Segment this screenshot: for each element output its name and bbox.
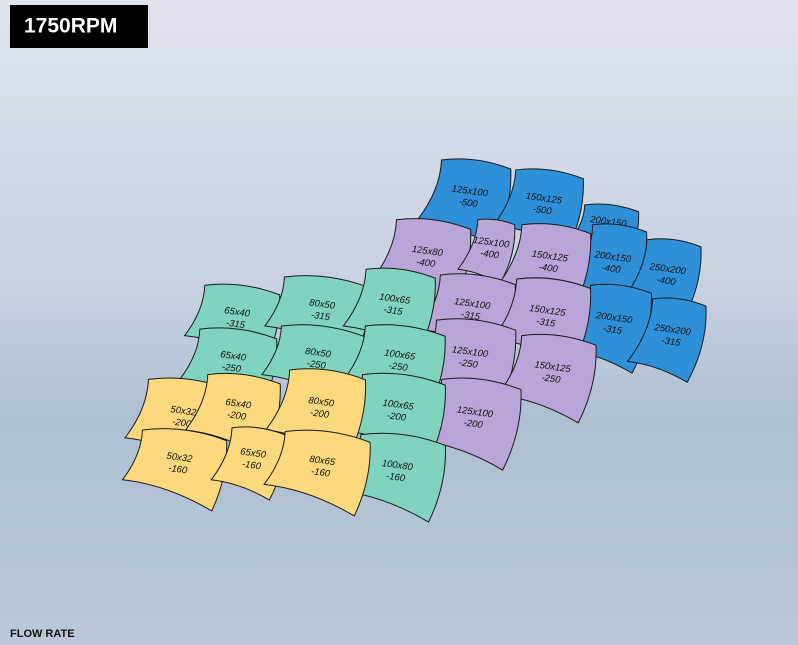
tile-size: 50x32 <box>166 451 194 466</box>
tile-curve: -200 <box>386 410 407 424</box>
tile-curve: -400 <box>415 257 436 271</box>
pump-tile <box>497 333 597 424</box>
tile-size: 65x40 <box>225 397 253 412</box>
tile-curve: -400 <box>479 248 500 262</box>
tile-size: 50x32 <box>170 404 198 419</box>
tile-size: 250x200 <box>653 322 692 338</box>
tile-size: 125x100 <box>451 184 489 200</box>
tile-curve: -160 <box>168 463 189 477</box>
tile-curve: -200 <box>309 407 330 421</box>
tile-size: 125x100 <box>451 344 489 360</box>
tile-curve: -200 <box>463 417 484 431</box>
tile-size: 80x65 <box>309 454 337 469</box>
tile-curve: -315 <box>602 323 623 337</box>
chart-title: 1750RPM <box>24 15 117 38</box>
pump-tile <box>121 428 228 512</box>
tile-curve: -160 <box>385 471 406 485</box>
tile-size: 80x50 <box>308 297 336 312</box>
x-axis-title: FLOW RATE <box>10 628 75 640</box>
tile-curve: -315 <box>535 316 556 330</box>
tile-curve: -315 <box>383 304 404 318</box>
tile-curve: -400 <box>538 262 559 276</box>
tile-size: 150x125 <box>531 249 569 265</box>
tile-curve: -250 <box>458 357 479 371</box>
tile-curve: -200 <box>171 417 192 431</box>
tile-size: 125x100 <box>472 235 510 251</box>
tile-size: 250x200 <box>648 261 687 277</box>
tiles: 125x100-500150x125-500200x150-500200x150… <box>121 158 707 523</box>
tile-size: 150x125 <box>528 303 566 319</box>
tile-curve: -200 <box>226 409 247 423</box>
tile-curve: -160 <box>241 459 262 473</box>
tile-size: 125x100 <box>453 296 491 312</box>
tile-size: 100x65 <box>382 398 415 413</box>
title-box <box>10 5 148 48</box>
tile-curve: -315 <box>661 335 682 349</box>
tile-curve: -250 <box>388 360 409 374</box>
tile-size: 150x125 <box>534 359 572 375</box>
tile-size: 100x65 <box>378 292 411 307</box>
tile-size: 80x50 <box>304 346 332 361</box>
tile-size: 65x50 <box>239 446 267 461</box>
tile-curve: -250 <box>541 372 562 386</box>
pump-tile <box>263 429 371 517</box>
tile-curve: -160 <box>310 466 331 480</box>
tile-size: 100x80 <box>381 458 414 473</box>
tile-size: 80x50 <box>308 395 336 410</box>
tile-curve: -400 <box>656 274 677 288</box>
tile-size: 125x100 <box>456 404 494 420</box>
tile-size: 200x150 <box>593 249 632 265</box>
pump-tile <box>626 297 707 384</box>
tile-size: 200x150 <box>594 310 633 326</box>
tile-curve: -500 <box>458 197 479 211</box>
tile-curve: -315 <box>310 310 331 324</box>
tile-size: 65x40 <box>220 349 248 364</box>
tile-curve: -400 <box>601 262 622 276</box>
tile-size: 65x40 <box>223 305 251 320</box>
tile-size: 150x125 <box>525 191 563 207</box>
tile-size: 125x80 <box>411 244 444 259</box>
tile-size: 100x65 <box>383 348 416 363</box>
tile-curve: -250 <box>221 362 242 376</box>
tile-curve: -500 <box>532 204 553 218</box>
